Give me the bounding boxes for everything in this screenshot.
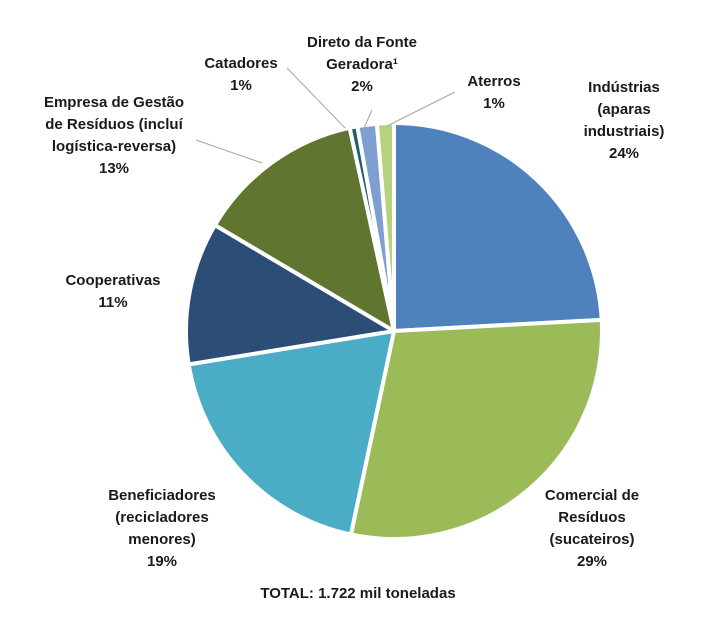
slice-category-label: Comercial de (545, 487, 639, 504)
slice-labels: Indústrias (aparas industriais) 24% Comercia… (44, 34, 664, 570)
pie-slices (184, 120, 604, 541)
slice-category-label: Beneficiadores (108, 487, 216, 504)
slice-category-label: Cooperativas (65, 272, 160, 289)
slice-label-2: Comercial de Resíduos (sucateiros) 29% (545, 487, 639, 570)
pie-slice-2 (348, 317, 604, 541)
slice-percent-label: 19% (147, 553, 177, 570)
slice-percent-label: 1% (483, 95, 505, 112)
slice-category-label: (recicladores (115, 509, 208, 526)
slice-label-8: Aterros 1% (467, 73, 520, 112)
slice-label-1: Indústrias (aparas industriais) 24% (584, 79, 665, 162)
slice-percent-label: 24% (609, 145, 639, 162)
slice-category-label: (sucateiros) (549, 531, 634, 548)
slice-label-4: Cooperativas 11% (65, 272, 160, 311)
slice-category-label: (aparas (597, 101, 650, 118)
pie-slice-4 (184, 223, 396, 367)
slice-category-label: Catadores (204, 55, 277, 72)
slice-label-5: Empresa de Gestão de Resíduos (incluí logí… (44, 94, 184, 177)
pie-slice-1 (392, 121, 604, 333)
pie-slice-5 (212, 125, 396, 333)
leader-line-7 (363, 109, 373, 129)
slice-percent-label: 11% (98, 294, 127, 311)
slice-percent-label: 1% (230, 77, 252, 94)
slice-percent-label: 29% (577, 553, 607, 570)
leader-line-6 (286, 67, 346, 129)
leader-line-8 (386, 91, 456, 127)
slice-category-label: Resíduos (558, 509, 626, 526)
slice-category-label: Indústrias (588, 79, 660, 96)
slice-category-label: Geradora¹ (326, 56, 398, 73)
pie-slice-3 (186, 329, 396, 537)
slice-label-6: Catadores 1% (204, 55, 277, 94)
slice-label-7: Direto da Fonte Geradora¹ 2% (307, 34, 417, 95)
slice-category-label: Aterros (467, 73, 520, 90)
slice-category-label: industriais) (584, 123, 665, 140)
slice-label-3: Beneficiadores (recicladores menores) 19% (108, 487, 216, 570)
slice-category-label: menores) (128, 531, 196, 548)
chart-total-label: TOTAL: 1.722 mil toneladas (260, 585, 456, 602)
slice-percent-label: 2% (351, 78, 373, 95)
slice-category-label: logística-reversa) (52, 138, 176, 155)
leader-line-5 (195, 139, 263, 164)
slice-category-label: de Resíduos (incluí (45, 116, 183, 133)
slice-category-label: Direto da Fonte (307, 34, 417, 51)
slice-percent-label: 13% (99, 160, 129, 177)
slice-category-label: Empresa de Gestão (44, 94, 184, 111)
leader-lines (195, 67, 456, 164)
